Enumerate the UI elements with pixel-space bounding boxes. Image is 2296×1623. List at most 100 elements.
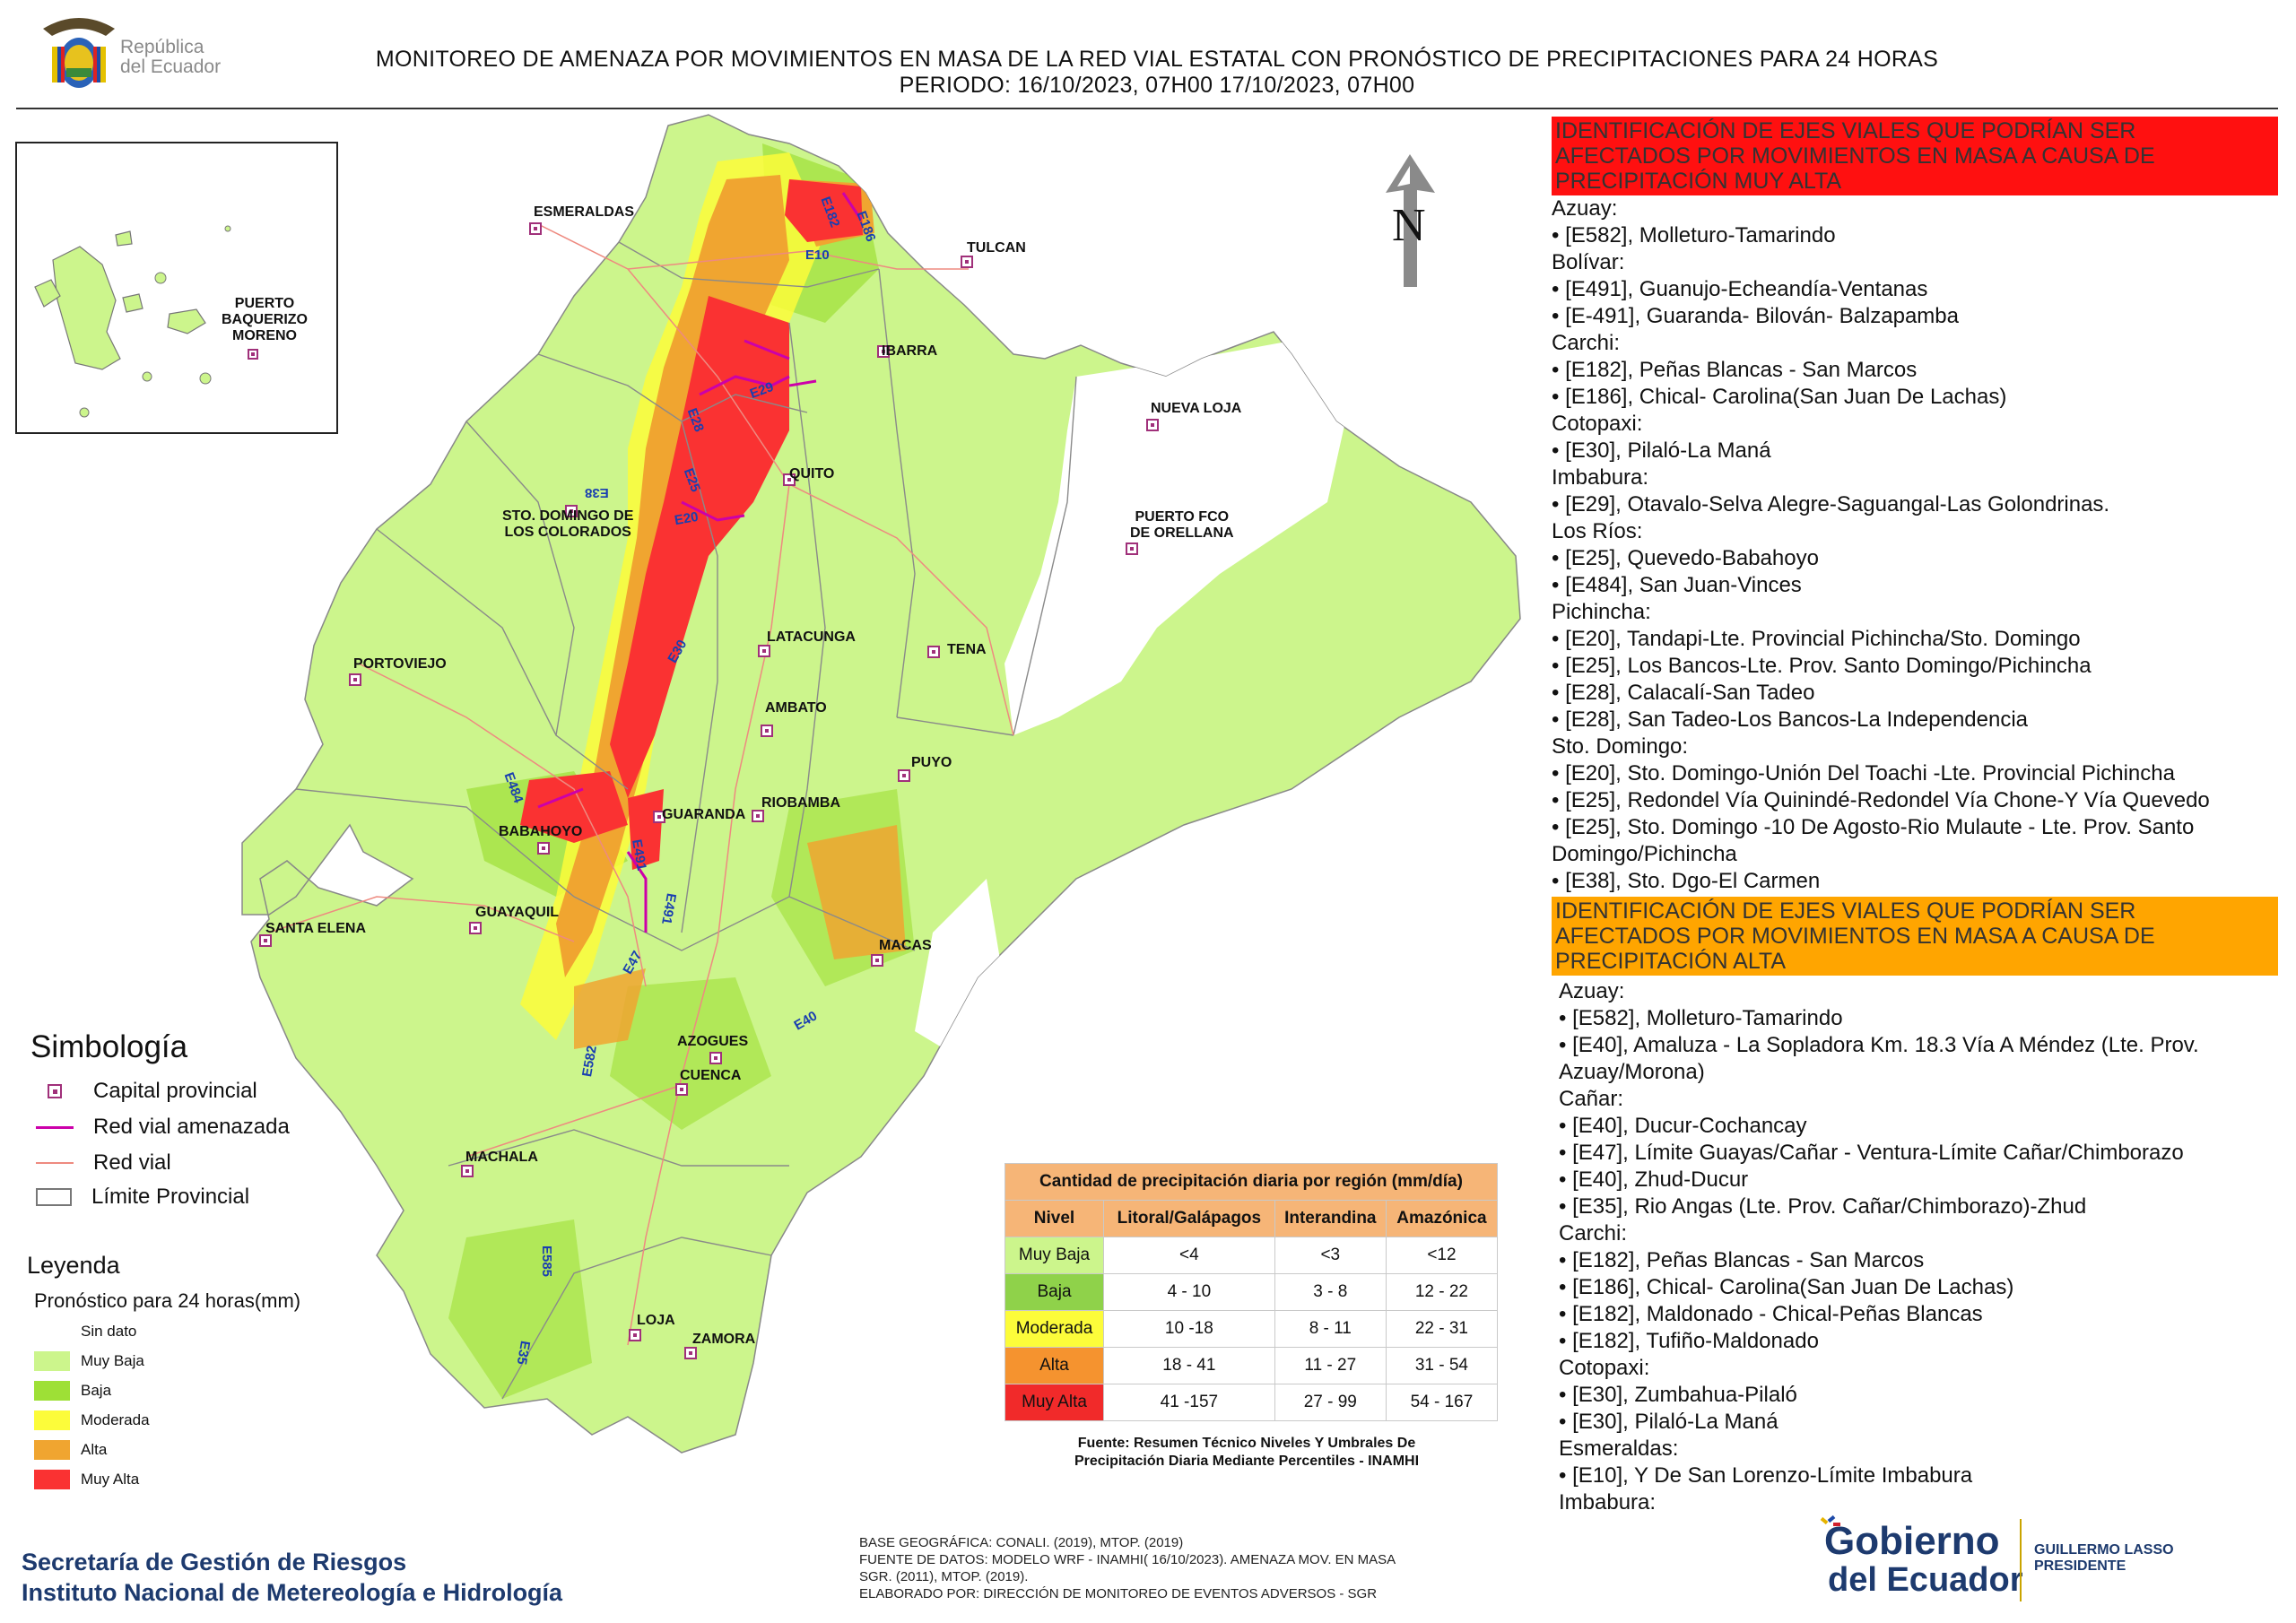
list-item: • [E10], Y De San Lorenzo-Límite Imbabur… (1559, 1463, 1973, 1488)
city-label: BABAHOYO (499, 824, 583, 839)
table-header: Nivel (1004, 1200, 1104, 1237)
list-item: Imbabura: (1552, 465, 1649, 490)
table-row: Moderada 10 -18 8 - 11 22 - 31 (1004, 1310, 1499, 1348)
table-cell: 22 - 31 (1385, 1310, 1499, 1348)
table-cell: 8 - 11 (1274, 1310, 1387, 1348)
north-letter: N (1392, 200, 1426, 251)
city-label: MACAS (879, 938, 932, 953)
road-line (36, 1162, 74, 1164)
high-alert-header: IDENTIFICACIÓN DE EJES VIALES QUE PODRÍA… (1552, 897, 2278, 976)
list-item: Carchi: (1559, 1221, 1628, 1245)
list-item: Azuay: (1559, 979, 1625, 1003)
capital-marker-icon (461, 1165, 474, 1177)
table-cell: Alta (1004, 1347, 1104, 1384)
threatened-roads (537, 192, 863, 933)
list-item: • [E182], Peñas Blancas - San Marcos (1559, 1248, 1925, 1272)
legend-label: Sin dato (81, 1323, 137, 1340)
legend-item: Muy Baja (34, 1351, 144, 1371)
province-box (36, 1188, 72, 1206)
very-high-precip-zone (610, 296, 789, 798)
list-item: • [E30], Pilaló-La Maná (1559, 1410, 1779, 1434)
list-item: • [E582], Molleturo-Tamarindo (1559, 1006, 1843, 1030)
city-label: LOJA (637, 1313, 675, 1328)
list-item: Carchi: (1552, 331, 1621, 355)
list-item: • [E25], Sto. Domingo -10 De Agosto-Rio … (1552, 815, 2195, 839)
list-item: Imbabura: (1559, 1490, 1657, 1515)
legend-label: Muy Alta (81, 1471, 140, 1488)
list-item: • [E186], Chical- Carolina(San Juan De L… (1559, 1275, 2014, 1299)
table-cell: Baja (1004, 1273, 1104, 1311)
list-item: Pichincha: (1552, 600, 1651, 624)
gobierno-logo-icon (1820, 1515, 1840, 1535)
capital-marker-icon (1126, 542, 1138, 555)
list-item: • [E182], Maldonado - Chical-Peñas Blanc… (1559, 1302, 1983, 1326)
city-label: PORTOVIEJO (353, 656, 447, 672)
republica-logo: República del Ecuador (34, 11, 249, 100)
legend-swatch (34, 1381, 70, 1401)
coat-of-arms-icon (43, 18, 115, 88)
list-item: Bolívar: (1552, 250, 1625, 274)
institution-footer: Secretaría de Gestión de Riesgos Institu… (22, 1549, 563, 1606)
capital-marker-icon (469, 922, 482, 934)
city-label: IBARRA (882, 343, 938, 359)
low-precip-zone (610, 977, 771, 1130)
table-cell: 12 - 22 (1385, 1273, 1499, 1311)
city-label: PUERTO FCO DE ORELLANA (1130, 509, 1234, 541)
symbology-item-threatened-road: Red vial amenazada (36, 1115, 290, 1140)
city-label: AZOGUES (677, 1034, 749, 1049)
city-label: TULCAN (967, 240, 1026, 256)
symbology-item-capital: Capital provincial (36, 1079, 257, 1104)
precipitation-table: Cantidad de precipitación diaria por reg… (1004, 1163, 1499, 1421)
list-item: Sto. Domingo: (1552, 734, 1689, 759)
list-item: • [E20], Tandapi-Lte. Provincial Pichinc… (1552, 627, 2081, 651)
capital-square-icon (36, 1084, 74, 1098)
legend-subtitle: Pronóstico para 24 horas(mm) (34, 1289, 301, 1312)
table-cell: 10 -18 (1103, 1310, 1275, 1348)
city-label: LATACUNGA (767, 629, 856, 645)
table-cell: <12 (1385, 1237, 1499, 1274)
high-precip-zone (807, 825, 906, 959)
ecuador-map (241, 114, 1521, 1454)
very-high-road-list: Azuay: • [E582], Molleturo-Tamarindo Bolív… (1552, 195, 2287, 895)
list-item: • [E28], San Tadeo-Los Bancos-La Indepen… (1552, 707, 2029, 732)
table-cell: <3 (1274, 1237, 1387, 1274)
capital-marker-icon (927, 646, 940, 658)
capital-marker-icon (529, 222, 542, 235)
list-item: • [E491], Guanujo-Echeandía-Ventanas (1552, 277, 1928, 301)
road-label: E585 (539, 1245, 555, 1278)
capital-marker-icon (565, 505, 578, 517)
city-label: TENA (947, 642, 987, 657)
city-label: AMBATO (765, 700, 827, 716)
capital-marker-icon (871, 954, 883, 967)
list-item: • [E-491], Guaranda- Bilován- Balzapamba (1552, 304, 1959, 328)
list-item: • [E30], Pilaló-La Maná (1552, 438, 1771, 463)
list-item: Domingo/Pichincha (1552, 842, 1737, 866)
low-precip-zone (448, 1219, 592, 1399)
list-item: • [E40], Amaluza - La Sopladora Km. 18.3… (1559, 1033, 2199, 1057)
list-item: • [E35], Rio Angas (Lte. Prov. Cañar/Chi… (1559, 1194, 2087, 1219)
city-label-puerto-baquerizo: PUERTO BAQUERIZO MORENO (222, 296, 308, 343)
list-item: Azuay/Morona) (1559, 1060, 1705, 1084)
very-high-precip-zone (520, 771, 628, 843)
table-row: Muy Alta 41 -157 27 - 99 54 - 167 (1004, 1384, 1499, 1421)
table-cell: 27 - 99 (1274, 1384, 1387, 1421)
city-label: ZAMORA (692, 1332, 756, 1347)
capital-marker-icon (877, 345, 890, 358)
capital-marker-icon (684, 1347, 697, 1359)
list-item: • [E20], Sto. Domingo-Unión Del Toachi -… (1552, 761, 2175, 785)
legend-label: Alta (81, 1441, 108, 1458)
list-item: • [E25], Redondel Vía Quinindé-Redondel … (1552, 788, 2210, 812)
table-cell: Muy Alta (1004, 1384, 1104, 1421)
province-limits (295, 241, 1077, 1400)
list-item: • [E30], Zumbahua-Pilaló (1559, 1383, 1797, 1407)
legend-label: Muy Baja (81, 1352, 144, 1369)
legend-item: Alta (34, 1440, 107, 1460)
city-label: SANTA ELENA (265, 921, 366, 936)
city-label: ESMERALDAS (534, 204, 635, 220)
capital-marker-icon (783, 473, 796, 486)
city-label: MACHALA (465, 1150, 538, 1165)
table-row: Muy Baja <4 <3 <12 (1004, 1237, 1499, 1274)
legend-label: Baja (81, 1382, 112, 1399)
list-item: • [E40], Ducur-Cochancay (1559, 1114, 1807, 1138)
no-data-area (1004, 341, 1345, 735)
